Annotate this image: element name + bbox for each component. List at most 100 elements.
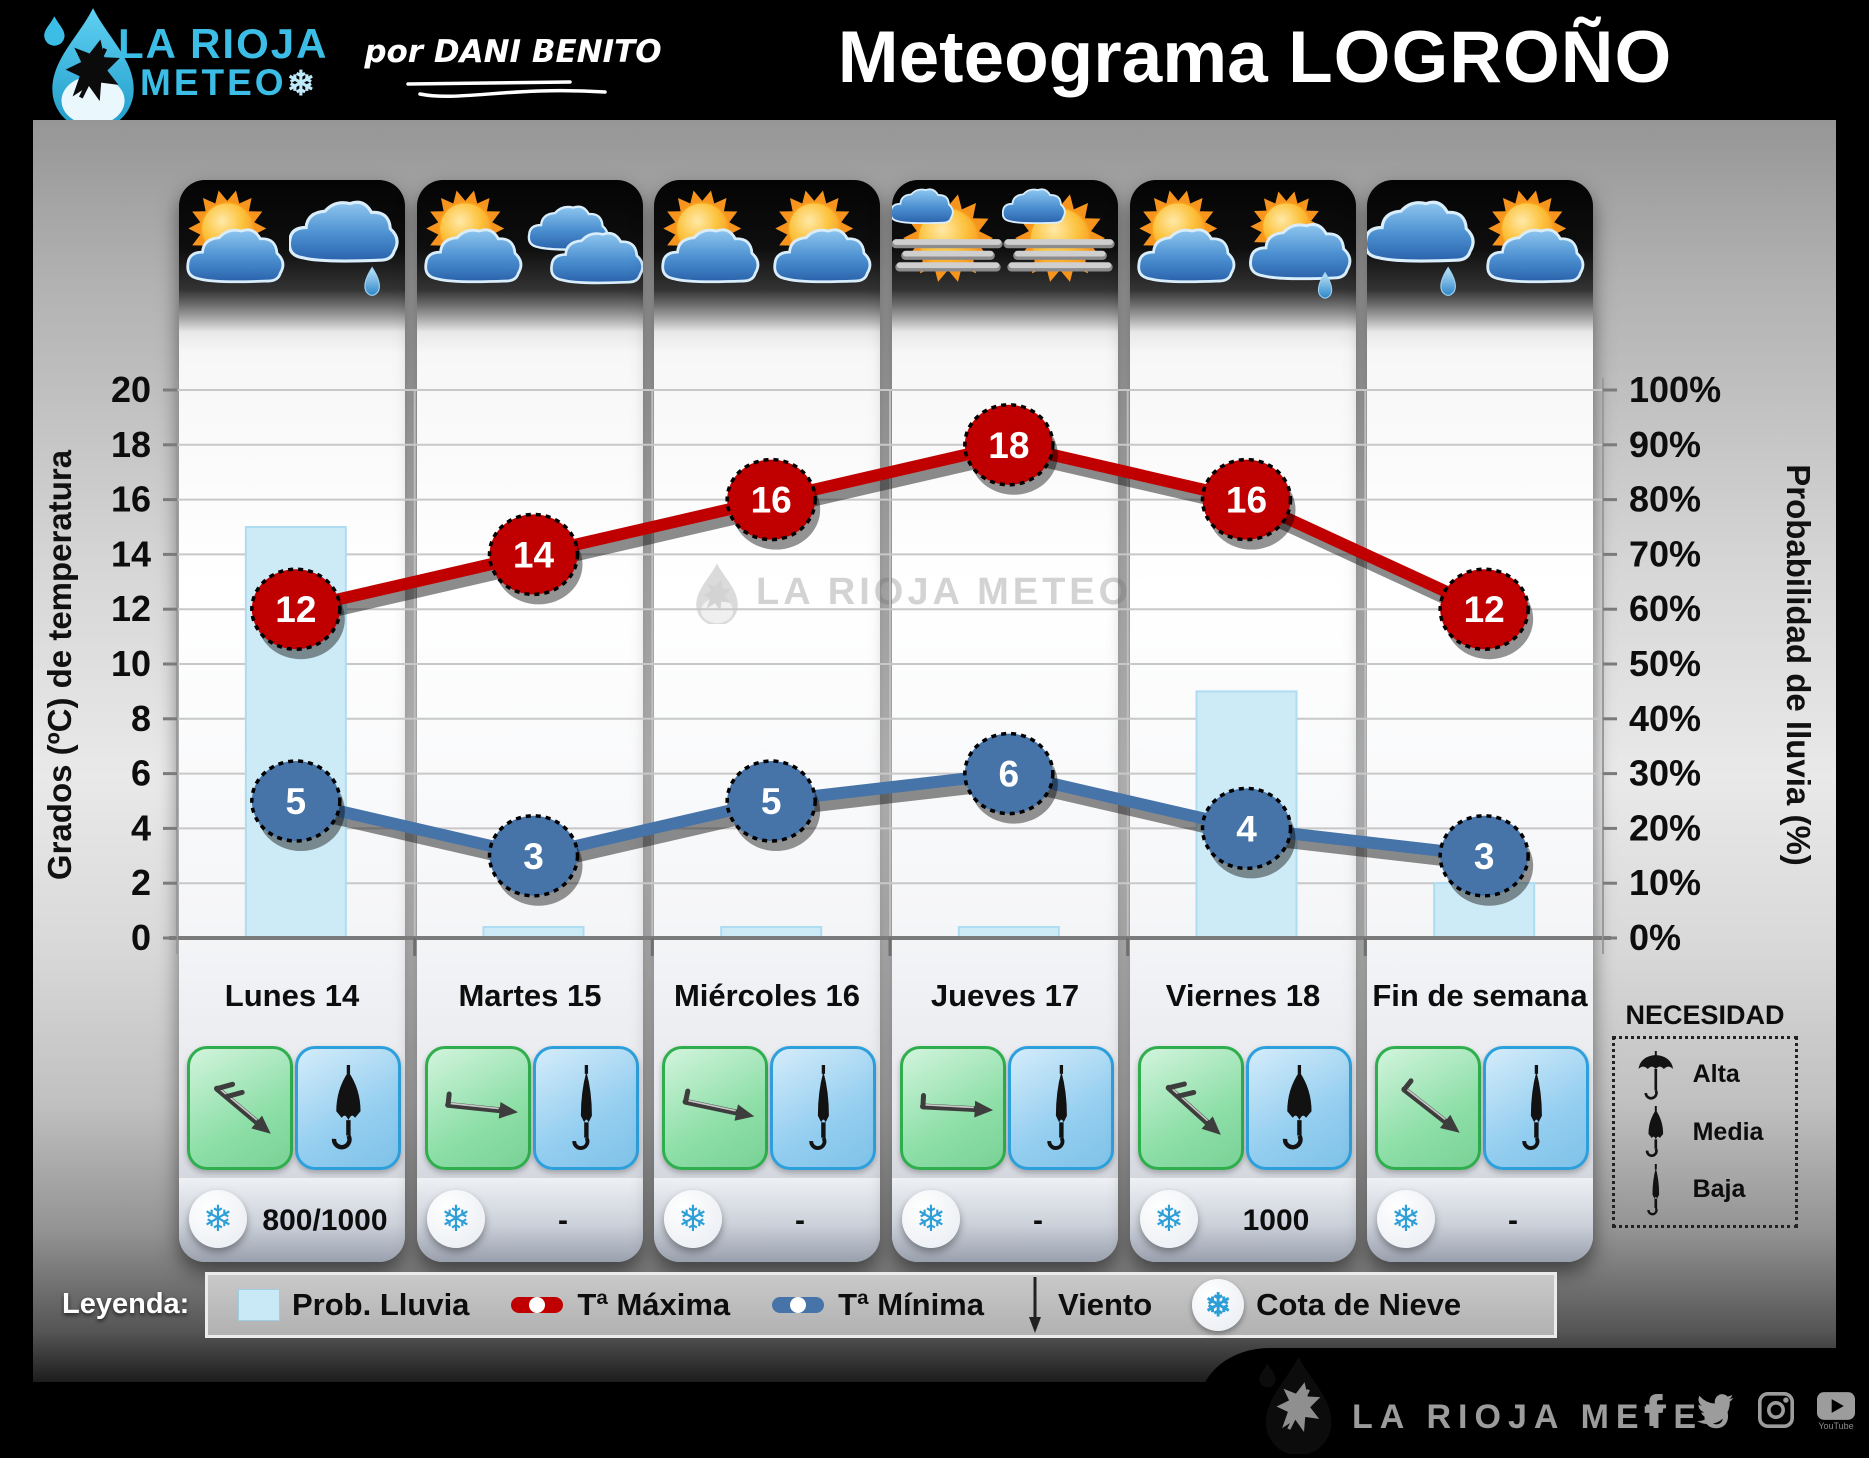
sun-fog-icon (1001, 184, 1118, 314)
brand-name-top: LA RIOJA (118, 20, 329, 67)
wind-box (187, 1046, 293, 1170)
umbrella-box (295, 1046, 401, 1170)
umbrella-baja-icon (808, 1065, 829, 1150)
snow-level-band: ❄ - (1367, 1178, 1593, 1262)
sun-fog-icon (892, 184, 1006, 314)
umbrella-box (770, 1046, 876, 1170)
facebook-link[interactable] (1636, 1392, 1676, 1428)
umbrella-box (1008, 1046, 1114, 1170)
day-card-3: Miércoles 16 ❄ - (654, 180, 880, 1262)
wind-box (425, 1046, 531, 1170)
right-axis-title: Probabilidad de lluvia (%) (1780, 464, 1817, 866)
umbrella-box (533, 1046, 639, 1170)
snow-level-band: ❄ 1000 (1130, 1178, 1356, 1262)
wind-box (1375, 1046, 1481, 1170)
legend-item-rain-bar: Prob. Lluvia (238, 1287, 469, 1323)
legend-item-label: Prob. Lluvia (292, 1287, 470, 1322)
byline-underline-flourish (406, 80, 607, 99)
umbrella-baja-icon (1521, 1065, 1542, 1150)
instagram-link[interactable] (1756, 1392, 1796, 1428)
snow-level-band: ❄ - (654, 1178, 880, 1262)
tmin-line-icon (772, 1297, 825, 1313)
cloud-rain-icon (1367, 184, 1481, 314)
wind-box (1138, 1046, 1244, 1170)
necesidad-box: Alta Media Baja (1612, 1036, 1798, 1228)
youtube-link[interactable]: YouTube (1816, 1392, 1856, 1431)
twitter-icon (1697, 1394, 1734, 1425)
snow-level-value: - (795, 1204, 805, 1237)
wind-arrow-icon (1028, 1277, 1041, 1333)
day-label: Viernes 18 (1165, 978, 1321, 1013)
necesidad-level-label: Alta (1692, 1060, 1740, 1088)
day-card-1: Lunes 14 ❄ 800/1000 (179, 180, 405, 1262)
sun-cloud-icon (764, 184, 880, 314)
sun-cloud-icon (1130, 184, 1244, 314)
twitter-link[interactable] (1696, 1392, 1736, 1426)
umbrella-media-icon (1645, 1106, 1664, 1157)
umbrella-box (1246, 1046, 1352, 1170)
wind-direction-icon (214, 1081, 271, 1134)
umbrella-media-icon (331, 1065, 361, 1150)
umbrella-media-icon (1282, 1065, 1312, 1150)
snowflake-icon: ❄ (1140, 1190, 1198, 1248)
necesidad-title: NECESIDAD (1625, 1000, 1785, 1030)
wind-box (900, 1046, 1006, 1170)
legend-label: Leyenda: (62, 1288, 190, 1320)
umbrella-alta-icon (1638, 1050, 1674, 1100)
legend-item-label: Cota de Nieve (1256, 1287, 1462, 1322)
legend-item-label: Tª Mínima (838, 1287, 984, 1322)
necesidad-level-label: Media (1692, 1117, 1764, 1146)
snow-level-band: ❄ - (417, 1178, 643, 1262)
watermark: LA RIOJA METEO (690, 560, 1132, 624)
snowflake-icon: ❄ (1192, 1279, 1245, 1331)
day-card-2: Martes 15 ❄ - (417, 180, 643, 1262)
wind-box (662, 1046, 768, 1170)
water-drop-leaf-icon (44, 8, 134, 124)
watermark-text: LA RIOJA METEO (756, 570, 1133, 613)
byline: por DANI BENITO (364, 34, 662, 70)
snowflake-icon: ❄ (189, 1190, 247, 1248)
necesidad-level-label: Baja (1692, 1175, 1746, 1203)
necesidad-item-media: Media (1615, 1106, 1795, 1158)
snow-level-value: 1000 (1242, 1204, 1310, 1237)
sun-cloud-rain-icon (1240, 184, 1356, 314)
day-label: Fin de semana (1372, 978, 1588, 1013)
wind-direction-icon (682, 1088, 755, 1121)
day-label: Jueves 17 (930, 978, 1080, 1013)
legend-item-tmin-line: Tª Mínima (770, 1287, 984, 1323)
legend-item-label: Viento (1057, 1287, 1153, 1322)
clouds-icon (527, 184, 643, 314)
tmax-line-icon (511, 1297, 564, 1313)
sun-cloud-icon (417, 184, 531, 314)
sun-cloud-icon (1477, 184, 1593, 314)
watermark-drop-icon (696, 563, 738, 624)
necesidad-item-alta: Alta (1615, 1049, 1795, 1101)
brand-name-bottom: METEO❄ (140, 62, 319, 103)
cloud-rain-icon (287, 184, 405, 314)
page-title: Meteograma LOGROÑO (837, 17, 1673, 98)
snow-level-band: ❄ - (892, 1178, 1118, 1262)
snow-level-value: 800/1000 (262, 1204, 388, 1237)
legend-item-label: Tª Máxima (577, 1287, 731, 1322)
day-card-5: Viernes 18 ❄ 1000 (1130, 180, 1356, 1262)
youtube-icon (1817, 1392, 1855, 1420)
day-label: Martes 15 (458, 978, 602, 1013)
rain-bar-swatch (238, 1289, 280, 1321)
snowflake-icon: ❄ (286, 65, 319, 103)
necesidad-item-baja: Baja (1615, 1163, 1795, 1216)
snow-level-value: - (1508, 1204, 1518, 1237)
day-label: Miércoles 16 (673, 978, 861, 1013)
wind-direction-icon (920, 1093, 994, 1118)
footer-brand: LA RIOJA METEO (1352, 1398, 1737, 1436)
legend-item-tmax-line: Tª Máxima (509, 1287, 730, 1323)
wind-direction-icon (1165, 1081, 1221, 1135)
sun-cloud-icon (179, 184, 293, 314)
footer-drop-logo-icon (1259, 1356, 1332, 1454)
youtube-caption: YouTube (1818, 1421, 1854, 1431)
umbrella-baja-icon (1647, 1163, 1660, 1215)
snowflake-icon: ❄ (1377, 1190, 1435, 1248)
facebook-icon (1644, 1393, 1664, 1427)
wind-direction-icon (1401, 1078, 1460, 1133)
instagram-icon (1758, 1392, 1794, 1428)
snow-level-band: ❄ 800/1000 (179, 1178, 405, 1262)
